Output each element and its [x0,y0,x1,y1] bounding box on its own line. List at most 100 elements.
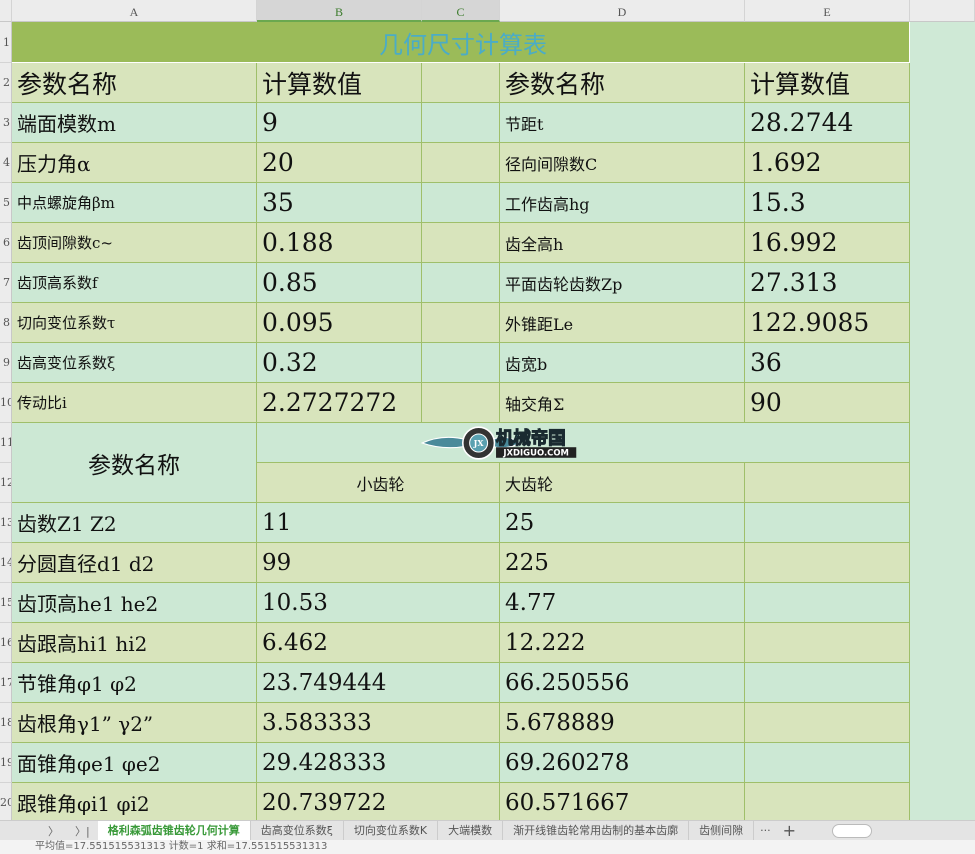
row-header[interactable]: 4 [0,143,12,183]
header-param-name[interactable]: 参数名称 [12,63,257,103]
param-name[interactable]: 齿宽b [500,343,745,383]
large-gear-value[interactable]: 12.222 [500,623,745,663]
sheet-tab[interactable]: 渐开线锥齿轮常用齿制的基本齿廓 [503,820,690,841]
row-header[interactable]: 12 [0,463,12,503]
header-param-name-2[interactable]: 参数名称 [500,63,745,103]
empty-cell[interactable] [745,743,910,783]
param-name[interactable]: 端面模数m [12,103,257,143]
gear-param-name[interactable]: 节锥角φ1 φ2 [12,663,257,703]
small-gear-value[interactable]: 11 [257,503,500,543]
param-name[interactable]: 平面齿轮齿数Zp [500,263,745,303]
last-sheet-button[interactable]: 〉| [75,824,90,838]
next-sheet-button[interactable]: 〉 [48,824,59,838]
gear-param-name[interactable]: 齿根角γ1” γ2” [12,703,257,743]
row-header[interactable]: 15 [0,583,12,623]
gear-param-name[interactable]: 齿顶高he1 he2 [12,583,257,623]
column-header-B[interactable]: B [257,0,422,22]
row-header[interactable]: 3 [0,103,12,143]
row-header[interactable]: 5 [0,183,12,223]
row-header[interactable]: 1 [0,22,12,63]
row-header[interactable]: 9 [0,343,12,383]
empty-cell[interactable] [422,263,500,303]
empty-cell[interactable] [422,223,500,263]
small-gear-value[interactable]: 3.583333 [257,703,500,743]
more-sheets-button[interactable]: ··· [760,824,771,837]
param-name[interactable]: 工作齿高hg [500,183,745,223]
param-name[interactable]: 径向间隙数C [500,143,745,183]
param-value[interactable]: 36 [745,343,910,383]
add-sheet-button[interactable]: + [782,821,796,840]
gear-param-name[interactable]: 跟锥角φi1 φi2 [12,783,257,823]
param-name[interactable]: 节距t [500,103,745,143]
row-header[interactable]: 8 [0,303,12,343]
empty-cell[interactable] [745,623,910,663]
param-value[interactable]: 15.3 [745,183,910,223]
header-calc-value-2[interactable]: 计算数值 [745,63,910,103]
param-name[interactable]: 压力角α [12,143,257,183]
column-header-F[interactable] [910,0,975,22]
large-gear-value[interactable]: 4.77 [500,583,745,623]
small-gear-value[interactable]: 99 [257,543,500,583]
column-header-A[interactable]: A [12,0,257,22]
row-header[interactable]: 13 [0,503,12,543]
param-value[interactable]: 35 [257,183,422,223]
column-header-D[interactable]: D [500,0,745,22]
empty-cell[interactable] [745,663,910,703]
empty-cell[interactable] [745,783,910,823]
empty-cell[interactable] [745,583,910,623]
param-name[interactable]: 中点螺旋角βm [12,183,257,223]
small-gear-value[interactable]: 10.53 [257,583,500,623]
header-calc-value[interactable]: 计算数值 [257,63,422,103]
merged-empty[interactable] [257,423,910,463]
row-header[interactable]: 19 [0,743,12,783]
param-name[interactable]: 外锥距Le [500,303,745,343]
param-value[interactable]: 0.85 [257,263,422,303]
gear-param-name[interactable]: 齿数Z1 Z2 [12,503,257,543]
param-name[interactable]: 传动比i [12,383,257,423]
horizontal-scrollbar[interactable] [831,823,872,838]
row-header[interactable]: 6 [0,223,12,263]
gear-param-name[interactable]: 分圆直径d1 d2 [12,543,257,583]
small-gear-header[interactable]: 小齿轮 [257,463,500,503]
sheet-tab[interactable]: 格利森弧齿锥齿轮几何计算 [97,820,251,841]
column-header-C[interactable]: C [422,0,500,22]
large-gear-header[interactable]: 大齿轮 [500,463,745,503]
sheet-tab[interactable]: 切向变位系数K [344,820,439,841]
param-name[interactable]: 齿顶高系数f [12,263,257,303]
sheet-tab[interactable]: 大端模数 [438,820,504,841]
small-gear-value[interactable]: 23.749444 [257,663,500,703]
gear-param-name[interactable]: 齿跟高hi1 hi2 [12,623,257,663]
param-value[interactable]: 28.2744 [745,103,910,143]
param-value[interactable]: 1.692 [745,143,910,183]
large-gear-value[interactable]: 60.571667 [500,783,745,823]
large-gear-value[interactable]: 5.678889 [500,703,745,743]
row-header[interactable]: 18 [0,703,12,743]
empty-cell[interactable] [422,303,500,343]
empty-cell[interactable] [422,183,500,223]
empty-cell[interactable] [422,383,500,423]
sheet-tab[interactable]: 齿高变位系数ξ [251,820,344,841]
row-header[interactable]: 17 [0,663,12,703]
small-gear-value[interactable]: 29.428333 [257,743,500,783]
row-header[interactable]: 10 [0,383,12,423]
large-gear-value[interactable]: 25 [500,503,745,543]
param-value[interactable]: 20 [257,143,422,183]
param-value[interactable]: 122.9085 [745,303,910,343]
param-name[interactable]: 齿全高h [500,223,745,263]
row-header[interactable]: 20 [0,783,12,823]
param-value[interactable]: 0.32 [257,343,422,383]
row-header[interactable]: 16 [0,623,12,663]
gear-param-name[interactable]: 面锥角φe1 φe2 [12,743,257,783]
empty-cell[interactable] [745,503,910,543]
small-gear-value[interactable]: 20.739722 [257,783,500,823]
empty-cell[interactable] [422,343,500,383]
row-header[interactable]: 7 [0,263,12,303]
param-value[interactable]: 27.313 [745,263,910,303]
param-value[interactable]: 2.2727272 [257,383,422,423]
param-name[interactable]: 轴交角Σ [500,383,745,423]
row-header[interactable]: 2 [0,63,12,103]
param-name[interactable]: 切向变位系数τ [12,303,257,343]
large-gear-value[interactable]: 225 [500,543,745,583]
row-header[interactable]: 11 [0,423,12,463]
param-value[interactable]: 0.188 [257,223,422,263]
